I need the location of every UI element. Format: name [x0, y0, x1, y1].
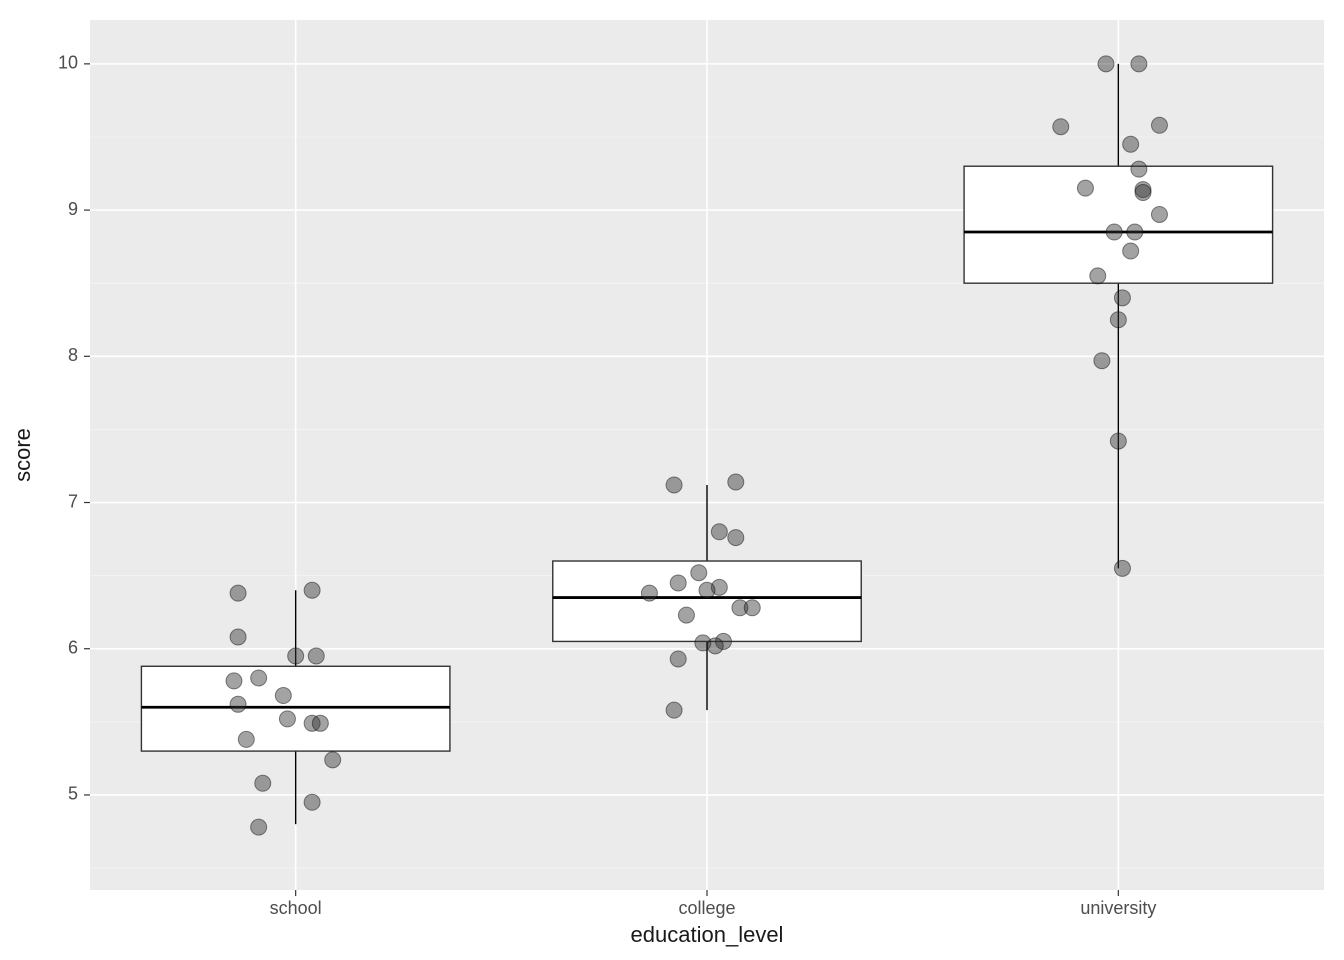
data-point [707, 638, 723, 654]
data-point [251, 819, 267, 835]
data-point [666, 477, 682, 493]
data-point [1114, 560, 1130, 576]
data-point [238, 731, 254, 747]
y-tick-label: 6 [68, 637, 78, 657]
data-point [641, 585, 657, 601]
data-point [230, 629, 246, 645]
data-point [1131, 161, 1147, 177]
data-point [666, 702, 682, 718]
data-point [1053, 119, 1069, 135]
data-point [1110, 433, 1126, 449]
x-tick-label: university [1080, 898, 1156, 918]
data-point [230, 696, 246, 712]
data-point [288, 648, 304, 664]
data-point [1135, 185, 1151, 201]
data-point [728, 530, 744, 546]
data-point [670, 651, 686, 667]
data-point [226, 673, 242, 689]
data-point [251, 670, 267, 686]
data-point [670, 575, 686, 591]
y-tick-label: 8 [68, 345, 78, 365]
x-tick-label: college [678, 898, 735, 918]
y-tick-label: 5 [68, 784, 78, 804]
data-point [312, 715, 328, 731]
y-tick-label: 10 [58, 53, 78, 73]
data-point [1127, 224, 1143, 240]
x-axis-title: education_level [631, 922, 784, 947]
y-tick-label: 9 [68, 199, 78, 219]
y-tick-label: 7 [68, 491, 78, 511]
data-point [1123, 243, 1139, 259]
data-point [304, 794, 320, 810]
data-point [308, 648, 324, 664]
data-point [275, 688, 291, 704]
data-point [255, 775, 271, 791]
data-point [699, 582, 715, 598]
data-point [1114, 290, 1130, 306]
data-point [1094, 353, 1110, 369]
data-point [691, 565, 707, 581]
data-point [1077, 180, 1093, 196]
data-point [1098, 56, 1114, 72]
data-point [1090, 268, 1106, 284]
data-point [1106, 224, 1122, 240]
x-tick-label: school [270, 898, 322, 918]
data-point [744, 600, 760, 616]
data-point [678, 607, 694, 623]
data-point [230, 585, 246, 601]
data-point [325, 752, 341, 768]
data-point [1151, 206, 1167, 222]
y-axis-title: score [10, 428, 35, 482]
data-point [1131, 56, 1147, 72]
data-point [1151, 117, 1167, 133]
data-point [279, 711, 295, 727]
data-point [304, 582, 320, 598]
data-point [1123, 136, 1139, 152]
boxplot-chart: 5 6 7 8 9 10 school college university score educa… [0, 0, 1344, 960]
data-point [711, 524, 727, 540]
data-point [1110, 312, 1126, 328]
data-point [728, 474, 744, 490]
